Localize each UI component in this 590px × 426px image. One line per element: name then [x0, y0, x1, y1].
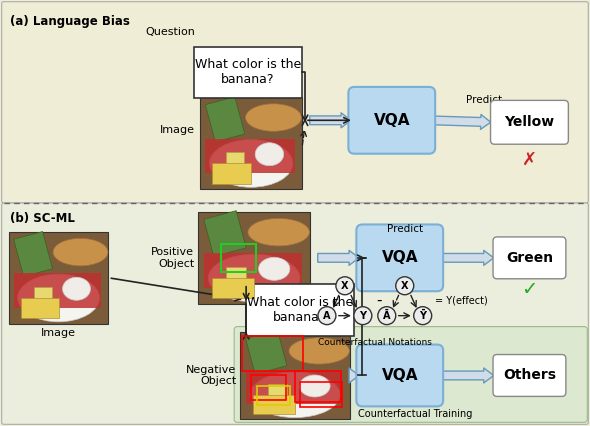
Bar: [225, 153, 244, 167]
Bar: [240, 331, 350, 419]
Circle shape: [336, 277, 354, 295]
Ellipse shape: [245, 104, 301, 131]
FancyBboxPatch shape: [2, 203, 588, 424]
Bar: [212, 164, 251, 184]
Text: VQA: VQA: [382, 250, 418, 265]
Bar: [200, 98, 302, 189]
Bar: [9, 232, 109, 324]
Circle shape: [396, 277, 414, 295]
Circle shape: [318, 307, 336, 325]
Text: = Y(effect): = Y(effect): [435, 296, 487, 306]
Bar: [226, 267, 246, 282]
Ellipse shape: [53, 239, 108, 266]
Bar: [295, 371, 341, 402]
Bar: [14, 232, 53, 276]
Text: (b) SC-ML: (b) SC-ML: [9, 212, 74, 225]
Circle shape: [414, 307, 432, 325]
Text: Yellow: Yellow: [504, 115, 555, 130]
Bar: [204, 253, 302, 288]
Bar: [34, 287, 51, 302]
FancyBboxPatch shape: [493, 237, 566, 279]
Bar: [246, 284, 354, 336]
Bar: [245, 371, 342, 404]
Bar: [205, 138, 295, 173]
Bar: [242, 336, 303, 371]
Text: Predict: Predict: [386, 224, 423, 234]
Bar: [205, 97, 245, 142]
Bar: [251, 375, 286, 400]
Bar: [204, 211, 246, 256]
Bar: [257, 386, 290, 405]
Text: Image: Image: [41, 328, 76, 338]
Text: What color is the
banana?: What color is the banana?: [247, 296, 353, 324]
Text: -: -: [376, 293, 382, 308]
Text: Question: Question: [145, 26, 195, 37]
FancyBboxPatch shape: [2, 2, 588, 203]
Bar: [253, 395, 295, 414]
Ellipse shape: [63, 277, 90, 300]
Text: VQA: VQA: [382, 368, 418, 383]
Ellipse shape: [250, 372, 340, 417]
Text: ✗: ✗: [522, 151, 537, 169]
Ellipse shape: [209, 140, 293, 187]
Ellipse shape: [299, 375, 330, 397]
Ellipse shape: [289, 338, 349, 364]
Text: Image: Image: [160, 125, 195, 135]
Text: X: X: [401, 281, 408, 291]
FancyBboxPatch shape: [348, 87, 435, 154]
Text: Negative
Object: Negative Object: [186, 365, 236, 386]
Ellipse shape: [18, 274, 100, 322]
Text: Counterfactual Training: Counterfactual Training: [358, 409, 472, 419]
Text: Green: Green: [506, 251, 553, 265]
Text: Y: Y: [359, 311, 366, 321]
Text: What color is the
banana?: What color is the banana?: [195, 58, 301, 86]
Text: A: A: [323, 311, 330, 321]
Circle shape: [378, 307, 396, 325]
Text: Positive
Object: Positive Object: [151, 247, 194, 269]
Text: ✓: ✓: [521, 280, 537, 299]
Ellipse shape: [255, 143, 284, 166]
Ellipse shape: [248, 219, 309, 246]
FancyBboxPatch shape: [234, 327, 587, 422]
Bar: [221, 244, 256, 272]
Bar: [194, 46, 302, 98]
Bar: [245, 330, 287, 374]
Text: Others: Others: [503, 368, 556, 383]
Bar: [198, 212, 310, 304]
Bar: [21, 298, 58, 318]
Bar: [300, 383, 342, 407]
Bar: [14, 273, 101, 308]
Ellipse shape: [258, 257, 290, 280]
Text: Counterfactual Notations: Counterfactual Notations: [318, 337, 432, 347]
FancyBboxPatch shape: [493, 354, 566, 397]
Text: Ā: Ā: [383, 311, 391, 321]
Text: Predict: Predict: [466, 95, 502, 105]
Text: X: X: [341, 281, 349, 291]
Circle shape: [354, 307, 372, 325]
FancyBboxPatch shape: [356, 225, 443, 291]
Bar: [212, 278, 254, 298]
Text: Ȳ: Ȳ: [419, 311, 426, 321]
Ellipse shape: [208, 254, 300, 302]
FancyBboxPatch shape: [490, 101, 568, 144]
Text: (a) Language Bias: (a) Language Bias: [9, 14, 130, 28]
Text: VQA: VQA: [373, 113, 410, 128]
Bar: [267, 384, 287, 398]
FancyBboxPatch shape: [356, 345, 443, 406]
